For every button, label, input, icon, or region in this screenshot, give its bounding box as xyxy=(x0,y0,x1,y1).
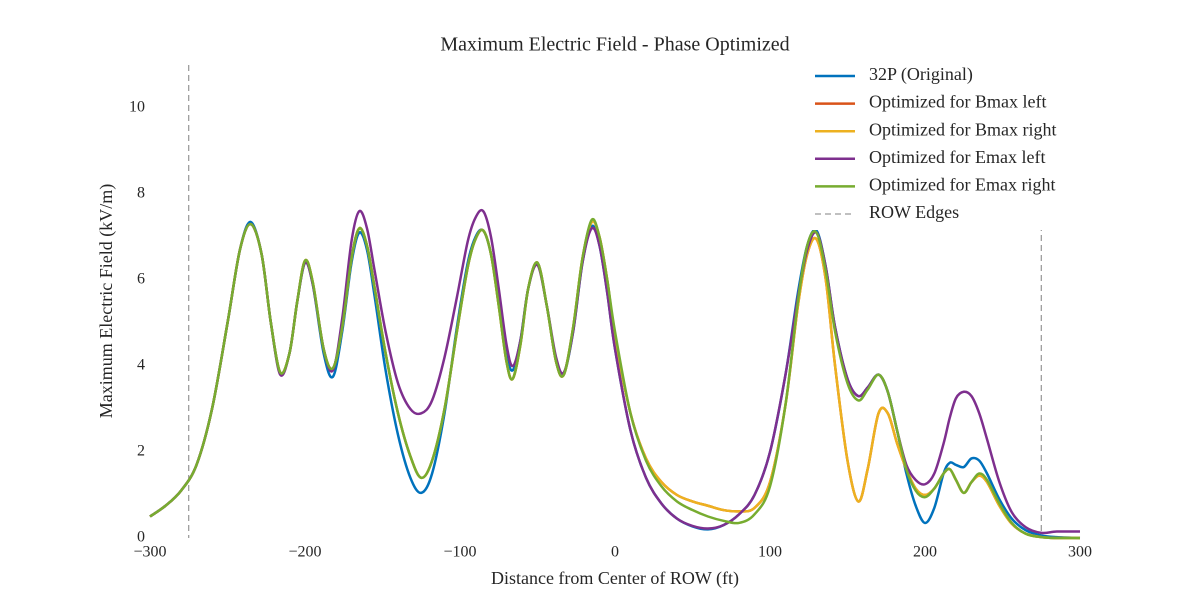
y-tick-label: 4 xyxy=(137,357,145,374)
y-tick-label: 6 xyxy=(137,271,145,288)
y-tick-label: 0 xyxy=(137,529,145,546)
legend: 32P (Original) Optimized for Bmax left Opt… xyxy=(808,60,1080,230)
series-line xyxy=(149,217,1081,540)
plot-area xyxy=(149,65,1081,540)
legend-label: ROW Edges xyxy=(869,202,959,222)
x-tick-label: −200 xyxy=(288,544,321,561)
legend-background xyxy=(808,60,1080,230)
y-tick-label: 2 xyxy=(137,443,145,460)
x-axis-label: Distance from Center of ROW (ft) xyxy=(491,568,739,589)
x-tick-label: 0 xyxy=(611,544,619,561)
x-tick-label: 300 xyxy=(1068,544,1092,561)
legend-label: Optimized for Emax right xyxy=(869,175,1055,195)
x-tick-label: 200 xyxy=(913,544,937,561)
legend-label: Optimized for Bmax left xyxy=(869,92,1046,112)
legend-label: Optimized for Emax left xyxy=(869,147,1045,167)
legend-label: Optimized for Bmax right xyxy=(869,119,1056,139)
y-tick-label: 10 xyxy=(129,99,145,116)
chart-title: Maximum Electric Field - Phase Optimized xyxy=(440,34,789,56)
y-tick-label: 8 xyxy=(137,185,145,202)
x-tick-label: 100 xyxy=(758,544,782,561)
x-tick-label: −100 xyxy=(443,544,476,561)
x-tick-label: −300 xyxy=(133,544,166,561)
legend-label: 32P (Original) xyxy=(869,64,973,85)
y-axis-label: Maximum Electric Field (kV/m) xyxy=(96,184,117,418)
